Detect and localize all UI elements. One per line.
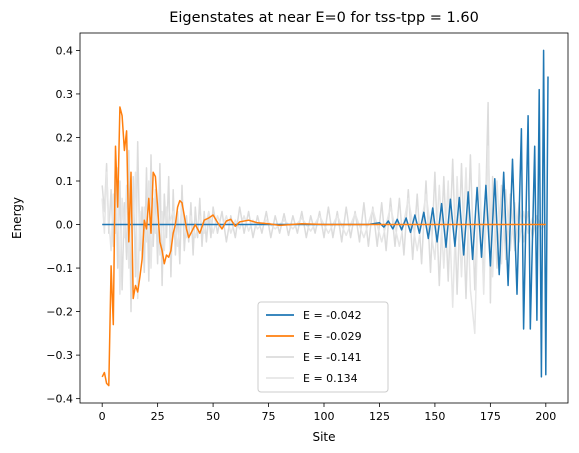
legend-label: E = -0.141 [303, 351, 362, 364]
legend-label: E = -0.029 [303, 330, 362, 343]
x-tick-label: 200 [535, 410, 556, 423]
x-axis-label: Site [312, 430, 335, 444]
x-tick-label: 50 [206, 410, 220, 423]
y-tick-label: 0.3 [56, 88, 74, 101]
y-axis-label: Energy [10, 197, 24, 239]
chart-title: Eigenstates at near E=0 for tss-tpp = 1.… [169, 10, 479, 26]
y-tick-label: −0.1 [46, 262, 73, 275]
y-tick-label: 0.0 [56, 219, 74, 232]
series-line-1 [101, 106, 546, 387]
series-lines [101, 49, 549, 387]
x-tick-label: 75 [262, 410, 276, 423]
y-ticks: −0.4 −0.3 −0.2 −0.1 0.0 0.1 0.2 0.3 0.4 [46, 44, 80, 406]
legend-label: E = -0.042 [303, 309, 362, 322]
y-tick-label: −0.2 [46, 306, 73, 319]
x-tick-label: 25 [151, 410, 165, 423]
legend-box [257, 301, 389, 393]
y-tick-label: 0.1 [56, 175, 74, 188]
x-tick-label: 0 [99, 410, 106, 423]
x-tick-label: 125 [369, 410, 390, 423]
x-tick-label: 100 [314, 410, 335, 423]
y-tick-label: 0.2 [56, 131, 74, 144]
x-tick-label: 150 [424, 410, 445, 423]
legend: E = -0.042 E = -0.029 E = -0.141 E = 0.134 [257, 301, 389, 393]
series-line-3 [101, 145, 547, 335]
series-line-2 [101, 101, 547, 313]
y-tick-label: 0.4 [56, 44, 74, 57]
legend-label: E = 0.134 [303, 372, 358, 385]
series-line-0 [102, 49, 549, 378]
y-tick-label: −0.4 [46, 393, 73, 406]
x-ticks: 0 25 50 75 100 125 150 175 200 [99, 403, 556, 423]
x-tick-label: 175 [480, 410, 501, 423]
y-tick-label: −0.3 [46, 349, 73, 362]
